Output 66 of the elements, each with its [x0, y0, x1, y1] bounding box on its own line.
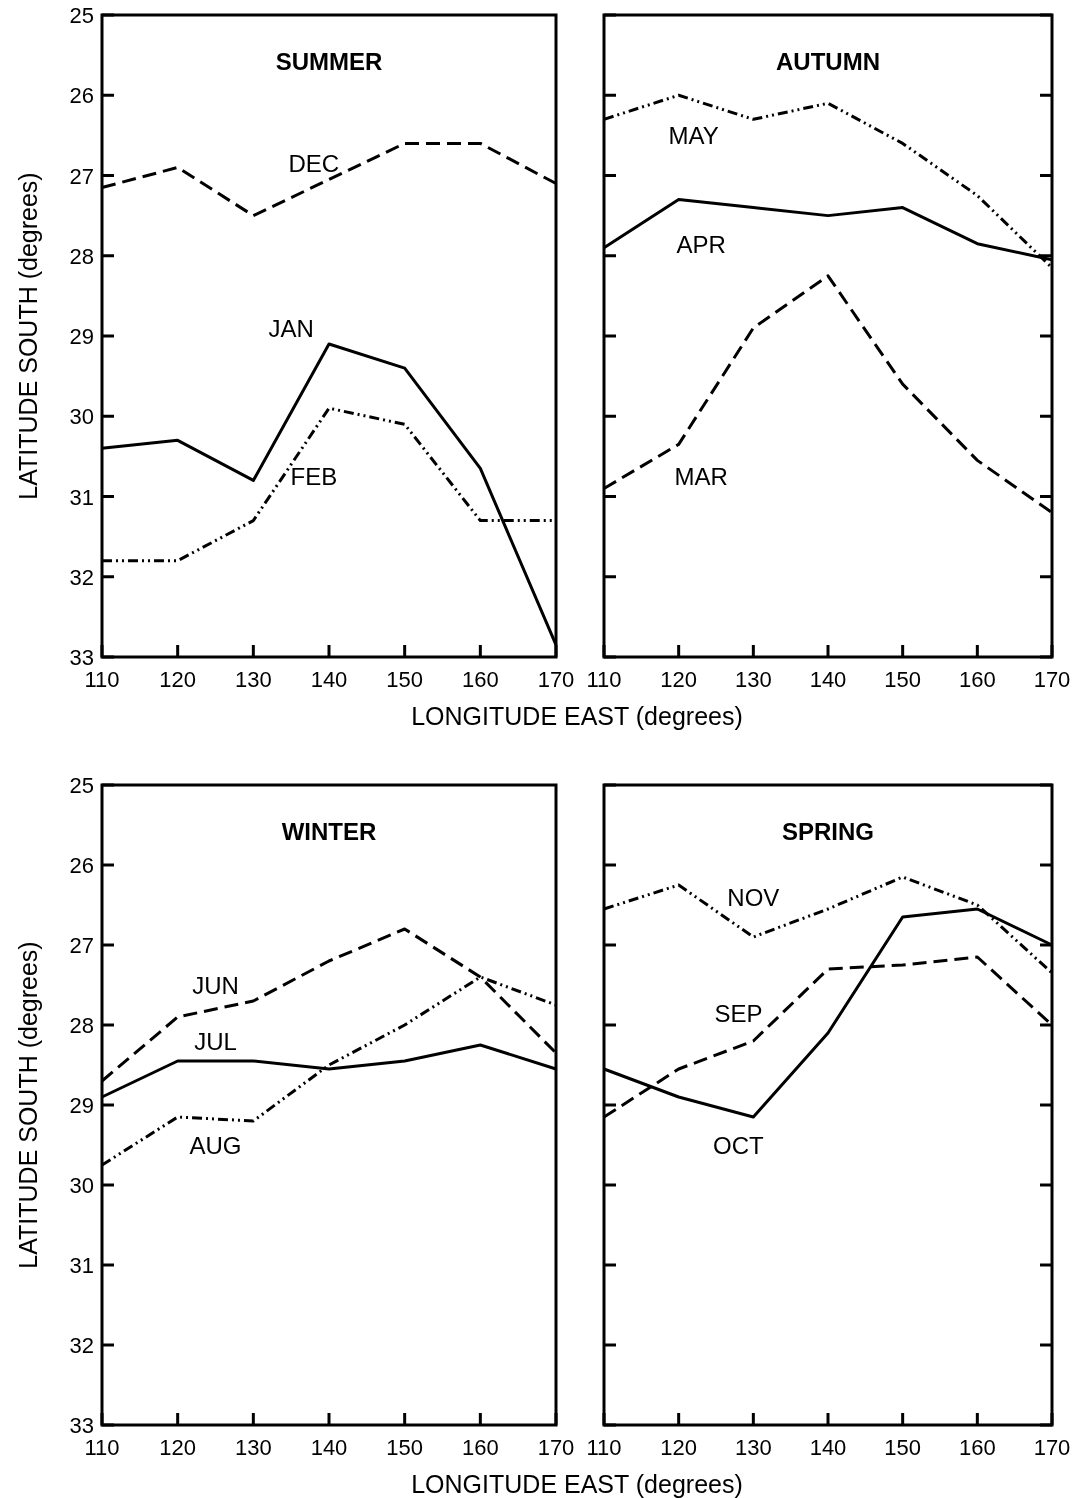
x-tick-label: 130 [234, 667, 272, 692]
y-tick-label: 33 [69, 645, 94, 670]
series-label: NOV [727, 884, 780, 911]
y-tick-label: 25 [69, 3, 94, 28]
x-tick-label: 150 [884, 1435, 922, 1460]
y-tick-label: 29 [69, 1093, 94, 1118]
y-tick-label: 26 [69, 853, 94, 878]
x-tick-label: 150 [386, 1435, 424, 1460]
text: SUMMER [275, 48, 383, 75]
x-tick-label: 120 [159, 1435, 197, 1460]
x-tick-label: 160 [461, 1435, 499, 1460]
series-label: DEC [288, 150, 340, 178]
x-tick-label: 140 [809, 1435, 847, 1460]
series-label: JUL [194, 1028, 237, 1055]
y-axis-title: LATITUDE SOUTH (degrees) [14, 941, 42, 1269]
x-tick-label: 140 [809, 667, 847, 692]
text: WINTER [281, 818, 377, 845]
y-tick-label: 31 [69, 484, 94, 510]
x-tick-label: 130 [734, 667, 772, 692]
x-tick-label: 120 [159, 667, 197, 692]
x-tick-label: 120 [660, 667, 698, 692]
x-tick-label: 150 [884, 667, 922, 692]
x-tick-label: 140 [310, 667, 348, 692]
x-tick-label: 170 [537, 1435, 575, 1460]
series-label: JAN [268, 314, 314, 342]
x-tick-label: 110 [586, 1435, 622, 1460]
y-tick-label: 29 [69, 324, 94, 349]
y-tick-label: 33 [69, 1413, 94, 1438]
y-tick-label: 28 [69, 243, 94, 269]
series-label: JUN [192, 972, 239, 999]
y-tick-label: 27 [69, 163, 94, 189]
y-tick-label: 32 [69, 1333, 94, 1358]
x-tick-label: 160 [958, 667, 996, 692]
series-label: AUG [189, 1132, 242, 1159]
x-tick-label: 150 [386, 667, 424, 692]
series-label: OCT [713, 1132, 765, 1159]
x-tick-label: 160 [461, 667, 499, 692]
x-axis-title: LONGITUDE EAST (degrees) [411, 1470, 743, 1498]
series-label: MAR [674, 463, 728, 491]
x-tick-label: 120 [660, 1435, 698, 1460]
text: AUTUMN [776, 48, 880, 75]
x-tick-label: 170 [537, 667, 575, 692]
x-tick-label: 170 [1033, 1435, 1071, 1460]
x-tick-label: 130 [734, 1435, 772, 1460]
x-tick-label: 110 [586, 667, 622, 692]
x-tick-label: 140 [310, 1435, 348, 1460]
x-tick-label: 160 [958, 1435, 996, 1460]
y-tick-label: 31 [69, 1253, 94, 1278]
x-tick-label: 130 [234, 1435, 272, 1460]
x-tick-label: 110 [84, 1435, 120, 1460]
text: SPRING [781, 818, 875, 845]
series-label: MAY [668, 122, 719, 150]
y-tick-label: 30 [69, 404, 94, 430]
series-label: SEP [714, 1000, 763, 1027]
y-axis-title: LATITUDE SOUTH (degrees) [14, 172, 42, 500]
y-tick-label: 25 [69, 773, 94, 798]
series-label: APR [676, 230, 726, 258]
y-tick-label: 27 [69, 933, 94, 958]
y-tick-label: 30 [69, 1173, 94, 1198]
x-tick-label: 110 [84, 667, 120, 692]
y-tick-label: 28 [69, 1013, 94, 1038]
x-tick-label: 170 [1033, 667, 1071, 692]
x-axis-title: LONGITUDE EAST (degrees) [411, 702, 743, 730]
y-tick-label: 26 [69, 83, 94, 109]
series-label: FEB [290, 463, 338, 491]
y-tick-label: 32 [69, 564, 94, 590]
